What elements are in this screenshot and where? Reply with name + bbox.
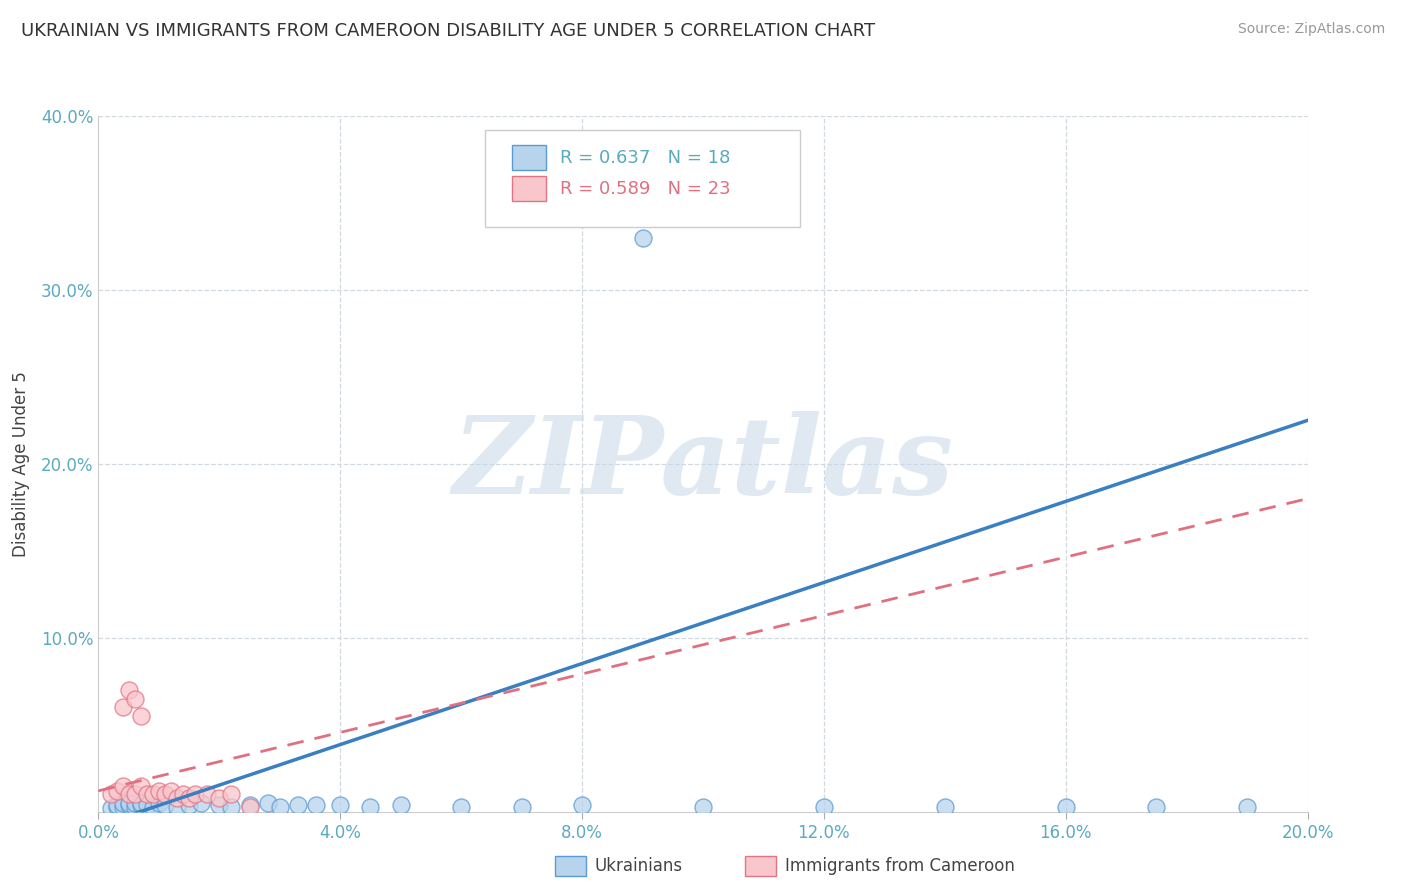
Point	[105, 784, 128, 798]
Point	[631, 230, 654, 244]
Point	[105, 797, 128, 812]
Point	[100, 788, 122, 802]
Text: ZIPatlas: ZIPatlas	[453, 411, 953, 516]
Point	[142, 788, 165, 802]
Point	[1054, 799, 1077, 814]
Point	[208, 797, 231, 812]
Point	[934, 799, 956, 814]
Point	[305, 797, 328, 812]
Point	[135, 788, 157, 802]
Point	[360, 799, 382, 814]
FancyBboxPatch shape	[512, 145, 546, 169]
Point	[111, 796, 134, 810]
Point	[287, 797, 309, 812]
Point	[256, 796, 278, 810]
Point	[329, 797, 352, 812]
Point	[160, 784, 183, 798]
Text: R = 0.637   N = 18: R = 0.637 N = 18	[561, 149, 731, 167]
Point	[510, 799, 533, 814]
Point	[111, 779, 134, 793]
FancyBboxPatch shape	[512, 177, 546, 201]
Point	[129, 779, 152, 793]
Point	[269, 799, 291, 814]
Point	[389, 797, 412, 812]
Point	[105, 799, 128, 814]
Point	[184, 788, 207, 802]
Point	[124, 788, 146, 802]
Point	[221, 799, 243, 814]
FancyBboxPatch shape	[485, 130, 800, 227]
Point	[221, 788, 243, 802]
Point	[179, 797, 201, 812]
Point	[166, 790, 188, 805]
Point	[129, 796, 152, 810]
Point	[124, 796, 146, 810]
Point	[124, 691, 146, 706]
Point	[118, 796, 141, 810]
Point	[1144, 799, 1167, 814]
Point	[124, 799, 146, 814]
Point	[179, 790, 201, 805]
Point	[166, 799, 188, 814]
Point	[118, 683, 141, 698]
Text: Immigrants from Cameroon: Immigrants from Cameroon	[785, 857, 1014, 875]
Point	[148, 796, 170, 810]
Point	[172, 788, 194, 802]
Point	[208, 790, 231, 805]
Point	[118, 797, 141, 812]
Text: Ukrainians: Ukrainians	[595, 857, 683, 875]
Point	[148, 784, 170, 798]
Text: Source: ZipAtlas.com: Source: ZipAtlas.com	[1237, 22, 1385, 37]
Point	[129, 709, 152, 723]
Point	[239, 797, 262, 812]
Point	[450, 799, 472, 814]
Point	[111, 799, 134, 814]
Point	[571, 797, 593, 812]
Point	[153, 797, 176, 812]
Text: R = 0.589   N = 23: R = 0.589 N = 23	[561, 180, 731, 198]
Point	[100, 801, 122, 815]
Point	[692, 799, 714, 814]
Y-axis label: Disability Age Under 5: Disability Age Under 5	[11, 371, 30, 557]
Point	[135, 797, 157, 812]
Text: UKRAINIAN VS IMMIGRANTS FROM CAMEROON DISABILITY AGE UNDER 5 CORRELATION CHART: UKRAINIAN VS IMMIGRANTS FROM CAMEROON DI…	[21, 22, 875, 40]
Point	[1236, 799, 1258, 814]
Point	[239, 799, 262, 814]
Point	[813, 799, 835, 814]
Point	[118, 788, 141, 802]
Point	[153, 788, 176, 802]
Point	[129, 797, 152, 812]
Point	[190, 796, 212, 810]
Point	[111, 700, 134, 714]
Point	[195, 788, 218, 802]
Point	[142, 799, 165, 814]
